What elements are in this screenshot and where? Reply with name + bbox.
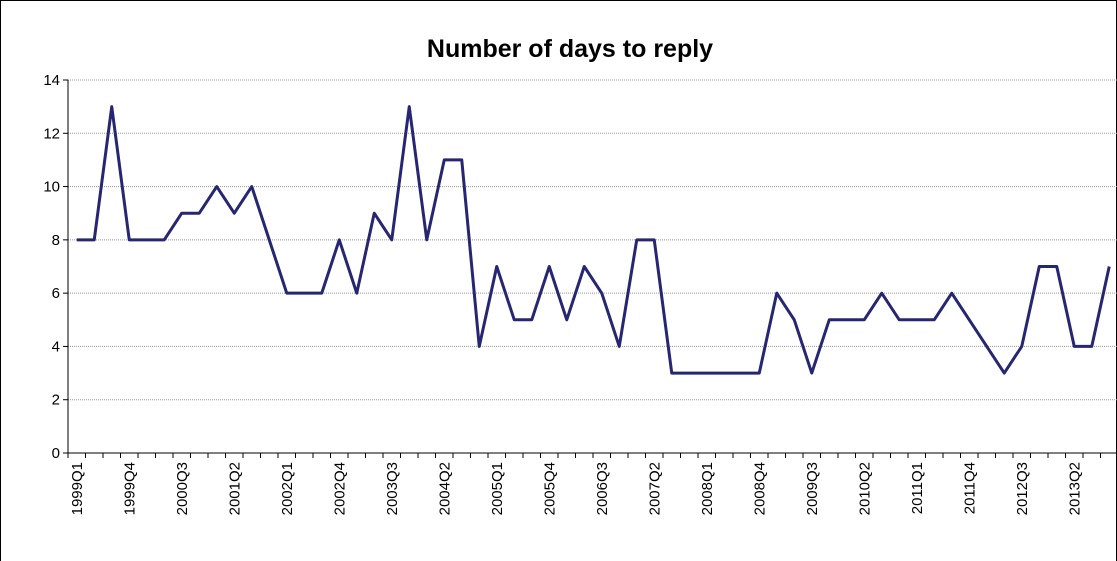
- x-tick-label: 2011Q1: [909, 462, 926, 514]
- x-tick-label: 2013Q2: [1066, 462, 1083, 515]
- x-tick-label: 1999Q1: [69, 462, 86, 515]
- chart-title: Number of days to reply: [427, 35, 713, 63]
- y-tick-label: 10: [43, 179, 60, 196]
- x-tick-label: 2012Q3: [1014, 462, 1031, 515]
- y-tick-label: 8: [52, 232, 60, 249]
- x-tick-label: 2003Q3: [384, 462, 401, 515]
- y-tick-label: 12: [43, 125, 60, 142]
- y-tick-label: 0: [52, 445, 60, 462]
- y-tick-label: 14: [43, 72, 60, 89]
- x-tick-label: 2004Q2: [436, 462, 453, 515]
- y-tick-label: 6: [52, 285, 60, 302]
- x-tick-label: 2002Q4: [331, 462, 348, 515]
- x-tick-label: 2000Q3: [174, 462, 191, 515]
- x-tick-label: 1999Q4: [121, 462, 138, 515]
- x-tick-label: 2005Q1: [489, 462, 506, 515]
- data-line: [76, 105, 1111, 375]
- y-tick-label: 4: [52, 338, 60, 355]
- x-tick-label: 2005Q4: [541, 462, 558, 515]
- x-tick-label: 2011Q4: [961, 462, 978, 514]
- x-tick-label: 2009Q3: [804, 462, 821, 515]
- x-tick-label: 2008Q1: [699, 462, 716, 515]
- x-tick-label: 2001Q2: [226, 462, 243, 515]
- x-tick-label: 2010Q2: [856, 462, 873, 515]
- y-tick-label: 2: [52, 392, 60, 409]
- x-tick-label: 2002Q1: [279, 462, 296, 515]
- x-tick-label: 2006Q3: [594, 462, 611, 515]
- x-tick-label: 2008Q4: [751, 462, 768, 515]
- x-tick-label: 2007Q2: [646, 462, 663, 515]
